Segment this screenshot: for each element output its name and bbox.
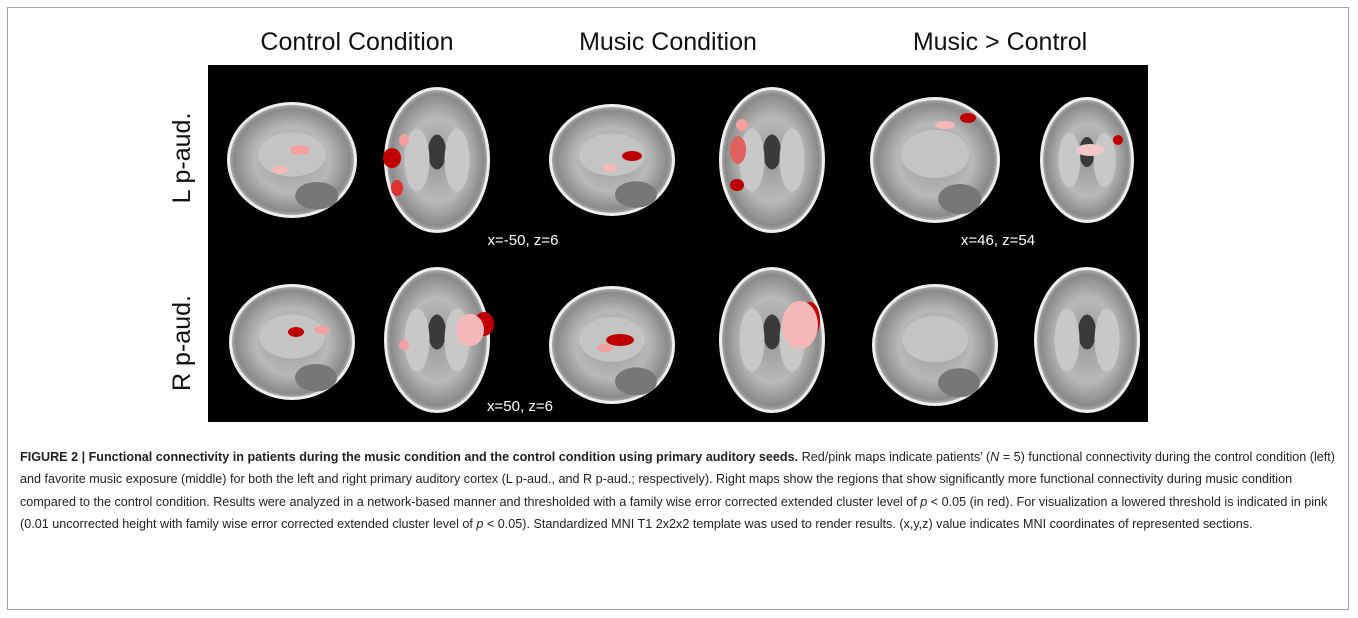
- activation-cluster: [1076, 144, 1104, 156]
- activation-cluster: [272, 166, 288, 174]
- row-title: L p-aud.: [168, 113, 196, 204]
- activation-cluster: [730, 179, 744, 191]
- cerebellum: [615, 181, 657, 208]
- coordinate-label: x=46, z=54: [961, 232, 1035, 249]
- ventricle: [1078, 315, 1096, 350]
- white-matter: [780, 129, 805, 192]
- coordinate-label: x=-50, z=6: [488, 232, 559, 249]
- white-matter: [1094, 133, 1116, 187]
- caption-text: < 0.05). Standardized MNI T1 2x2x2 templ…: [483, 517, 1252, 531]
- ventricle: [763, 135, 781, 170]
- ventricle: [428, 315, 446, 350]
- coordinate-label: x=50, z=6: [487, 398, 553, 415]
- figure-image: Control Condition Music Condition Music …: [0, 0, 1358, 440]
- activation-cluster: [622, 151, 642, 161]
- column-title: Music > Control: [913, 28, 1087, 56]
- ventricle: [428, 135, 446, 170]
- activation-cluster: [288, 327, 304, 337]
- white-matter: [902, 316, 968, 362]
- column-title: Music Condition: [579, 28, 757, 56]
- row-title: R p-aud.: [168, 295, 196, 391]
- activation-cluster: [736, 119, 748, 131]
- activation-cluster: [730, 136, 746, 164]
- activation-cluster: [960, 113, 976, 123]
- white-matter: [1055, 309, 1080, 372]
- activation-cluster: [290, 145, 310, 155]
- activation-cluster: [314, 326, 330, 334]
- activation-cluster: [383, 148, 401, 168]
- cerebellum: [615, 367, 657, 395]
- white-matter: [1058, 133, 1080, 187]
- column-title: Control Condition: [260, 28, 453, 56]
- figure-caption: FIGURE 2 | Functional connectivity in pa…: [20, 446, 1340, 535]
- white-matter: [405, 309, 430, 372]
- activation-cluster: [935, 121, 955, 129]
- white-matter: [740, 309, 765, 372]
- activation-cluster: [391, 180, 403, 196]
- white-matter: [258, 133, 326, 177]
- activation-cluster: [606, 334, 634, 346]
- caption-label: FIGURE 2 | Functional connectivity in pa…: [20, 450, 798, 464]
- activation-cluster: [1113, 135, 1123, 145]
- activation-cluster: [399, 134, 409, 146]
- white-matter: [445, 129, 470, 192]
- page: Control Condition Music Condition Music …: [0, 0, 1358, 618]
- cerebellum: [938, 184, 981, 214]
- caption-text: Red/pink maps indicate patients’ (: [798, 450, 990, 464]
- activation-cluster: [456, 314, 484, 346]
- white-matter: [1095, 309, 1120, 372]
- white-matter: [901, 130, 969, 178]
- cerebellum: [295, 182, 338, 210]
- activation-cluster: [597, 344, 613, 352]
- cerebellum: [295, 364, 337, 392]
- activation-cluster: [602, 164, 618, 172]
- caption-italic: N: [990, 450, 999, 464]
- cerebellum: [938, 368, 980, 397]
- activation-cluster: [399, 340, 409, 350]
- white-matter: [259, 315, 325, 359]
- activation-cluster: [782, 301, 818, 349]
- ventricle: [763, 315, 781, 350]
